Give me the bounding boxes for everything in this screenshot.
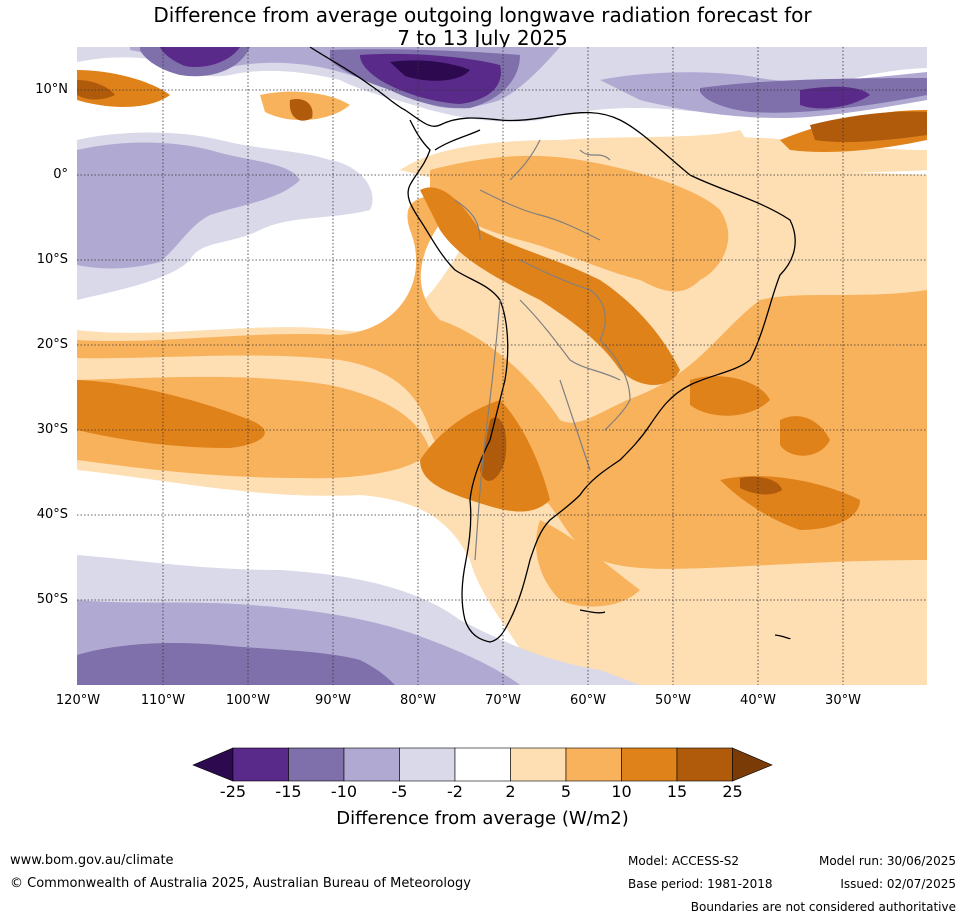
title-line-1: Difference from average outgoing longwav… <box>153 3 812 27</box>
anomaly-region <box>430 155 729 292</box>
colorbar-tick-label: -25 <box>219 782 247 801</box>
colorbar-swatch <box>399 747 456 782</box>
map-title: Difference from average outgoing longwav… <box>0 4 965 50</box>
footer-model-run: Model run: 30/06/2025 <box>818 854 956 868</box>
lon-label: 30°W <box>825 693 861 708</box>
colorbar-tick-label: 15 <box>666 782 688 801</box>
lat-label: 10°N <box>35 82 68 97</box>
footer-copyright: © Commonwealth of Australia 2025, Austra… <box>10 876 471 891</box>
footer-disclaimer: Boundaries are not considered authoritat… <box>690 900 956 914</box>
colorbar-max-arrow <box>732 747 773 782</box>
lat-label: 40°S <box>36 507 68 522</box>
anomaly-region <box>810 111 927 143</box>
footer-model: Model: ACCESS-S2 <box>628 854 740 868</box>
colorbar-swatch <box>510 747 567 782</box>
lon-label: 90°W <box>315 693 351 708</box>
lat-label: 30°S <box>36 422 68 437</box>
anomaly-region <box>536 520 640 607</box>
lon-label: 70°W <box>485 693 521 708</box>
footer-base-period: Base period: 1981-2018 <box>628 877 773 891</box>
colorbar-swatch <box>454 747 511 782</box>
footer-url: www.bom.gov.au/climate <box>10 853 174 868</box>
colorbar-swatch <box>676 747 733 782</box>
colorbar-tick-label: 10 <box>611 782 632 801</box>
colorbar-swatch <box>232 747 289 782</box>
colorbar-tick-label: 2 <box>505 782 516 801</box>
colorbar-tick-label: -15 <box>275 782 302 801</box>
footer-issued: Issued: 02/07/2025 <box>840 877 956 891</box>
anomaly-region <box>289 99 313 121</box>
anomaly-region <box>77 380 265 448</box>
colorbar-tick-label: -2 <box>447 782 463 801</box>
lat-label: 0° <box>53 167 68 182</box>
title-line-2: 7 to 13 July 2025 <box>397 26 568 50</box>
lon-label: 80°W <box>400 693 436 708</box>
colorbar-tick-label: 25 <box>722 782 743 801</box>
colorbar-min-arrow <box>192 747 234 782</box>
anomaly-region <box>77 142 300 269</box>
colorbar-swatch <box>288 747 345 782</box>
anomaly-region <box>160 47 240 68</box>
anomaly-field <box>77 47 927 685</box>
colorbar-swatch <box>343 747 400 782</box>
anomaly-region <box>690 376 770 416</box>
lat-label: 10°S <box>36 252 68 267</box>
graticule <box>77 47 927 685</box>
lon-label: 40°W <box>740 693 776 708</box>
colorbar-tick-label: 5 <box>560 782 572 801</box>
lon-label: 50°W <box>655 693 691 708</box>
lon-label: 100°W <box>225 693 271 708</box>
lon-label: 110°W <box>140 693 186 708</box>
anomaly-region <box>77 643 395 685</box>
colorbar-tick-label: -5 <box>391 782 408 801</box>
country-borders <box>454 139 631 561</box>
lon-label: 120°W <box>55 693 101 708</box>
colorbar-tick-label: -10 <box>330 782 358 801</box>
anomaly-region <box>390 60 470 81</box>
lat-label: 20°S <box>36 337 68 352</box>
lat-label: 50°S <box>36 592 68 607</box>
anomaly-region <box>780 416 830 456</box>
anomaly-region <box>740 476 782 495</box>
lon-label: 60°W <box>570 693 606 708</box>
anomaly-region <box>420 187 680 385</box>
anomaly-region <box>480 417 507 481</box>
colorbar-swatch <box>621 747 678 782</box>
anomaly-region <box>800 86 870 109</box>
anomaly-region <box>700 137 927 173</box>
colorbar-swatch <box>565 747 622 782</box>
colorbar-label: Difference from average (W/m2) <box>336 808 629 829</box>
anomaly-region <box>77 196 927 569</box>
